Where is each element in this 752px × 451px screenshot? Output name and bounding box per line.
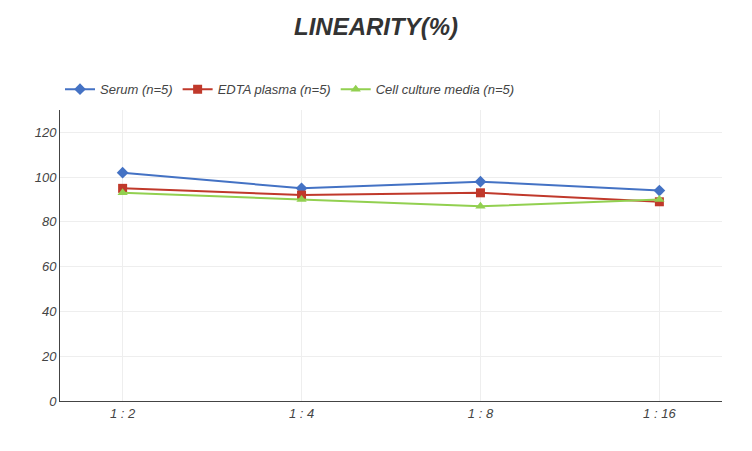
svg-text:1 : 8: 1 : 8 <box>468 406 494 421</box>
svg-text:1 : 16: 1 : 16 <box>643 406 676 421</box>
svg-text:1 : 4: 1 : 4 <box>289 406 314 421</box>
svg-text:100: 100 <box>35 170 57 185</box>
svg-text:Serum (n=5): Serum (n=5) <box>100 82 173 97</box>
svg-text:20: 20 <box>41 349 57 364</box>
svg-text:120: 120 <box>35 125 57 140</box>
svg-text:EDTA plasma (n=5): EDTA plasma (n=5) <box>218 82 331 97</box>
svg-text:LINEARITY(%): LINEARITY(%) <box>294 13 458 40</box>
svg-text:80: 80 <box>42 214 57 229</box>
svg-text:1 : 2: 1 : 2 <box>110 406 136 421</box>
svg-text:Cell culture media (n=5): Cell culture media (n=5) <box>376 82 514 97</box>
svg-text:60: 60 <box>42 259 57 274</box>
svg-text:0: 0 <box>49 394 57 409</box>
svg-text:40: 40 <box>42 304 57 319</box>
